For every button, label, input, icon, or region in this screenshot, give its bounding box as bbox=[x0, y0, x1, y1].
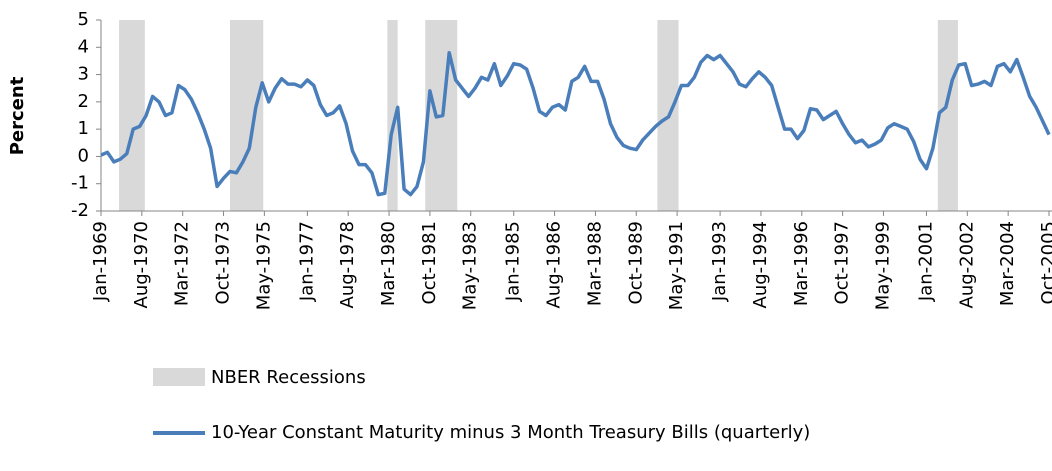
recession-band bbox=[937, 20, 958, 211]
x-tick-label: Aug-1986 bbox=[544, 221, 565, 308]
recession-band bbox=[387, 20, 398, 211]
y-tick-label: -1 bbox=[71, 173, 89, 194]
x-tick-label: May-1983 bbox=[460, 221, 481, 310]
x-tick-label: Jan-1969 bbox=[90, 221, 111, 302]
y-axis-title: Percent bbox=[7, 76, 28, 155]
x-tick-label: Oct-1989 bbox=[625, 221, 646, 304]
y-tick-label: 3 bbox=[78, 64, 89, 85]
y-tick-label: 5 bbox=[78, 9, 89, 30]
x-tick-label: Aug-1970 bbox=[131, 221, 152, 308]
x-tick-label: May-1999 bbox=[872, 221, 893, 310]
x-tick-label: Aug-1978 bbox=[337, 221, 358, 308]
y-tick-label: 4 bbox=[78, 36, 89, 57]
x-tick-label: Jan-1985 bbox=[503, 221, 524, 302]
y-tick-label: -2 bbox=[71, 200, 89, 221]
x-tick-label: Oct-1973 bbox=[213, 221, 234, 304]
x-tick-label: Aug-1994 bbox=[750, 221, 771, 308]
x-tick-label: Oct-1997 bbox=[832, 221, 853, 304]
x-tick-label: Oct-1981 bbox=[419, 221, 440, 304]
x-tick-label: Mar-1996 bbox=[791, 221, 812, 306]
x-tick-label: Oct-2005 bbox=[1038, 221, 1052, 304]
x-tick-label: Jan-2001 bbox=[915, 221, 936, 302]
recession-band bbox=[229, 20, 264, 211]
y-tick-label: 0 bbox=[78, 145, 89, 166]
recession-band bbox=[119, 20, 145, 211]
legend-label: 10-Year Constant Maturity minus 3 Month … bbox=[211, 422, 810, 443]
legend-swatch bbox=[153, 368, 205, 386]
x-tick-label: May-1975 bbox=[253, 221, 274, 310]
x-tick-label: Mar-1988 bbox=[584, 221, 605, 306]
y-tick-label: 1 bbox=[78, 118, 89, 139]
y-tick-label: 2 bbox=[78, 91, 89, 112]
x-tick-label: Mar-1980 bbox=[378, 221, 399, 306]
x-tick-label: Jan-1993 bbox=[709, 221, 730, 302]
x-tick-label: Aug-2002 bbox=[956, 221, 977, 308]
x-tick-label: Mar-2004 bbox=[997, 221, 1018, 306]
x-tick-label: Mar-1972 bbox=[172, 221, 193, 306]
x-tick-label: Jan-1977 bbox=[296, 221, 317, 302]
legend-label: NBER Recessions bbox=[211, 367, 366, 388]
x-tick-label: May-1991 bbox=[666, 221, 687, 310]
series-line bbox=[100, 50, 1051, 197]
